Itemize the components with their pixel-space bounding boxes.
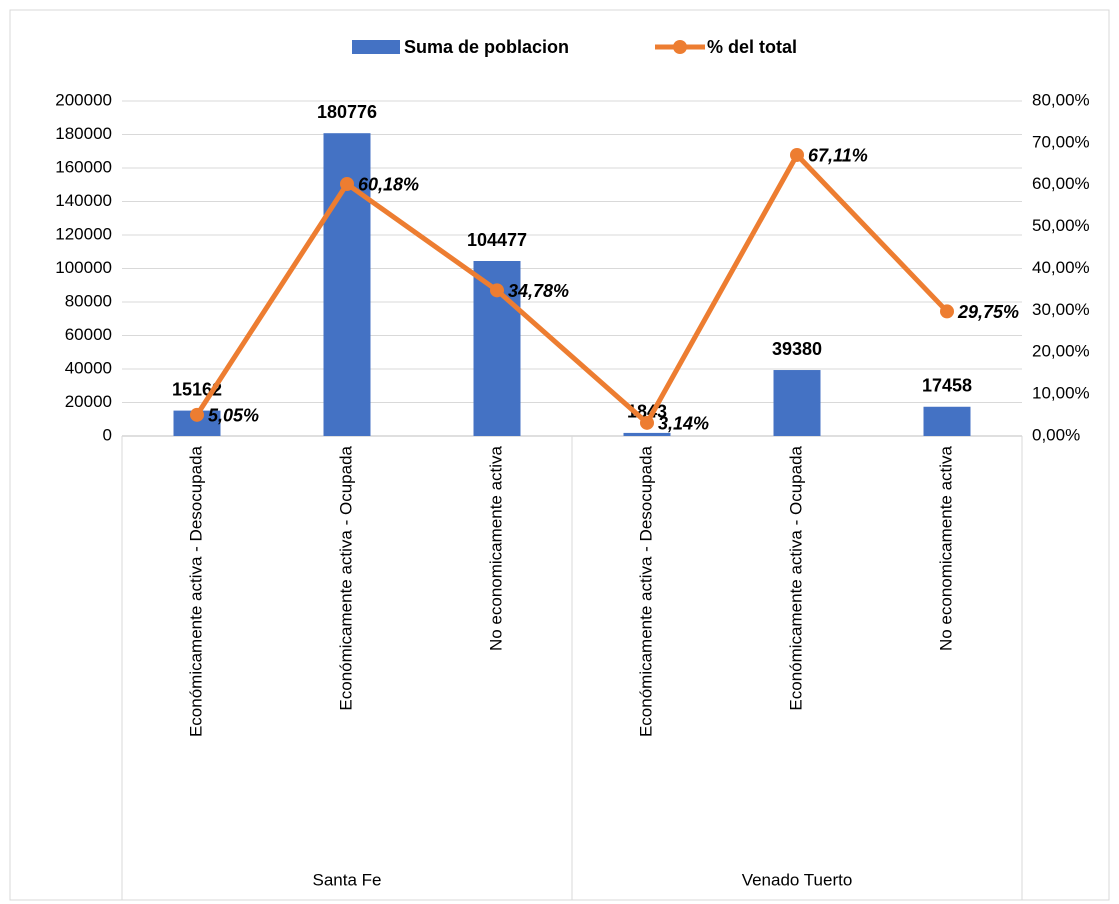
y-tick-label: 140000 <box>55 191 112 210</box>
line-point <box>640 415 654 430</box>
bar <box>923 406 971 436</box>
y2-tick-label: 60,00% <box>1032 174 1090 193</box>
line-value-label: 60,18% <box>358 175 419 195</box>
line-point <box>340 176 354 191</box>
y2-tick-label: 80,00% <box>1032 90 1090 109</box>
y2-tick-label: 70,00% <box>1032 132 1090 151</box>
x-tick-label: Económicamente activa - Desocupada <box>636 445 655 737</box>
line-value-label: 34,78% <box>508 281 569 301</box>
legend-label: Suma de poblacion <box>404 37 569 57</box>
bar-value-label: 180776 <box>317 102 377 122</box>
bar-value-label: 104477 <box>467 230 527 250</box>
y-tick-label: 80000 <box>65 291 112 310</box>
bar <box>773 370 821 436</box>
y-tick-label: 60000 <box>65 325 112 344</box>
y-tick-label: 200000 <box>55 90 112 109</box>
line-value-label: 67,11% <box>808 146 868 166</box>
line-value-label: 29,75% <box>957 302 1019 322</box>
y-tick-label: 40000 <box>65 358 112 377</box>
y-tick-label: 160000 <box>55 157 112 176</box>
y2-tick-label: 0,00% <box>1032 425 1080 444</box>
group-label: Santa Fe <box>313 870 382 889</box>
x-tick-label: Económicamente activa - Ocupada <box>786 445 805 710</box>
y2-tick-label: 30,00% <box>1032 300 1090 319</box>
line-point <box>790 147 804 162</box>
y-tick-label: 0 <box>103 425 112 444</box>
line-point <box>190 407 204 422</box>
x-tick-label: No economicamente activa <box>936 445 955 651</box>
line <box>194 152 949 426</box>
y2-tick-label: 10,00% <box>1032 384 1090 403</box>
y2-tick-label: 50,00% <box>1032 216 1090 235</box>
group-label: Venado Tuerto <box>742 870 853 889</box>
y2-tick-label: 20,00% <box>1032 342 1090 361</box>
legend-swatch <box>352 40 400 54</box>
chart-border <box>9 9 1110 901</box>
line-value-label: 5,05% <box>208 406 259 426</box>
legend-swatch <box>673 40 687 54</box>
bar-value-label: 39380 <box>772 339 822 359</box>
x-tick-label: No economicamente activa <box>486 445 505 651</box>
x-tick-label: Económicamente activa - Desocupada <box>186 445 205 737</box>
line-point <box>490 283 504 298</box>
y2-tick-label: 40,00% <box>1032 258 1090 277</box>
y-tick-label: 100000 <box>55 258 112 277</box>
x-tick-label: Económicamente activa - Ocupada <box>336 445 355 710</box>
legend-label: % del total <box>707 37 797 57</box>
bar <box>623 432 671 436</box>
y-tick-label: 20000 <box>65 392 112 411</box>
line-value-label: 3,14% <box>658 414 709 434</box>
line-point <box>940 304 954 319</box>
y-tick-label: 120000 <box>55 224 112 243</box>
y-tick-label: 180000 <box>55 124 112 143</box>
bar-value-label: 17458 <box>922 376 972 396</box>
